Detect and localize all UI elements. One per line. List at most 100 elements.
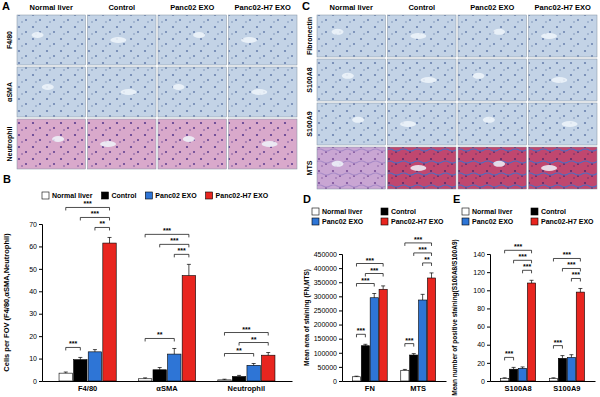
error-bar [551,377,555,378]
significance-label: *** [357,327,365,334]
x-tick: F4/80 [78,381,97,393]
row-label: αSMA [6,82,13,102]
bar [352,377,360,381]
error-line [422,294,423,300]
error-bar [381,286,385,289]
significance-bracket [514,260,532,263]
legend-item: Control [531,208,566,215]
significance-bracket [505,357,514,360]
significance-label: *** [242,326,250,333]
tick-mark [487,381,490,382]
micrograph [529,15,598,57]
micrograph [158,119,227,169]
row-label: MTS [306,160,313,175]
y-tick: 50 [29,266,42,273]
error-cap [578,288,582,289]
error-cap [363,344,367,345]
legend-item: Panc02-H7 EXO [206,192,269,199]
marks [352,273,435,381]
error-cap [93,349,97,350]
tick-mark [487,363,490,364]
row-label: Neutrophil [6,126,14,161]
panel-letter: A [2,0,10,12]
tick-mark [339,254,342,255]
significance-bracket [356,334,365,337]
error-cap [252,363,256,364]
tick-label: 200000 [314,321,337,328]
significance-bracket [66,347,81,350]
significance-label: *** [505,350,513,357]
vessel [32,32,44,38]
error-bar [403,369,407,371]
bar [247,365,260,381]
significance-label: ** [157,331,163,338]
significance-bracket [145,338,174,341]
significance-label: *** [366,257,374,264]
vessel [241,37,257,43]
vessel [410,165,426,171]
micrograph [229,119,298,169]
error-cap [430,272,434,273]
significance-label: *** [563,251,571,258]
tick-label: 50 [29,266,37,273]
error-cap [403,369,407,370]
axis-line [39,225,43,382]
bar [549,378,557,381]
micrograph [229,67,298,117]
significance-label: *** [177,247,185,254]
panel-letter: C [302,0,310,12]
bar [518,368,526,381]
bar [370,298,378,381]
significance-bracket [356,284,374,287]
bar [401,370,409,381]
tick-label: S100A9 [553,384,580,393]
tick-mark [487,308,490,309]
tick-label: MTS [410,384,426,393]
tick-label: 50000 [318,364,338,371]
error-cap [381,285,385,286]
legend-swatch [312,218,319,225]
micrograph [529,147,598,189]
significance-label: ** [251,336,257,343]
bar [419,300,427,381]
vessel [42,84,54,90]
tick-mark [339,381,342,382]
micrograph [17,15,86,65]
image-panel: ANormal liverControlPanc02 EXOPanc02-H7 … [2,0,297,169]
chart: D050000100000150000200000250000300000350… [303,193,447,393]
error-cap [551,377,555,378]
error-cap [354,376,358,377]
x-tick: MTS [410,381,426,393]
column-label: Control [408,3,435,12]
y-tick: 140 [473,251,490,258]
legend-label: Panc02 EXO [472,218,514,225]
error-cap [569,354,573,355]
error-cap [143,377,147,378]
micrograph [229,15,298,65]
vessel [342,73,354,79]
error-bar [512,367,516,369]
bar [500,378,508,381]
error-line [188,264,189,275]
legend-swatch [206,192,213,199]
legend-item: Normal liver [42,192,93,199]
significance-label: *** [405,337,413,344]
legend-swatch [531,218,538,225]
micrograph [158,67,227,117]
tick-label: 450000 [314,251,337,258]
tick-label: 40 [29,288,37,295]
micrograph [88,119,157,169]
tick-mark [39,314,42,315]
bar [509,369,517,381]
error-bar [222,379,226,381]
panel-letter: E [453,193,460,205]
error-bar [108,237,112,243]
vessel [183,136,195,142]
bar [74,360,87,381]
significance-bracket [174,254,189,257]
vessel [352,117,364,123]
tick-label: F4/80 [78,384,97,393]
significance-label: *** [163,227,171,234]
error-cap [222,379,226,380]
micrograph [388,147,457,189]
